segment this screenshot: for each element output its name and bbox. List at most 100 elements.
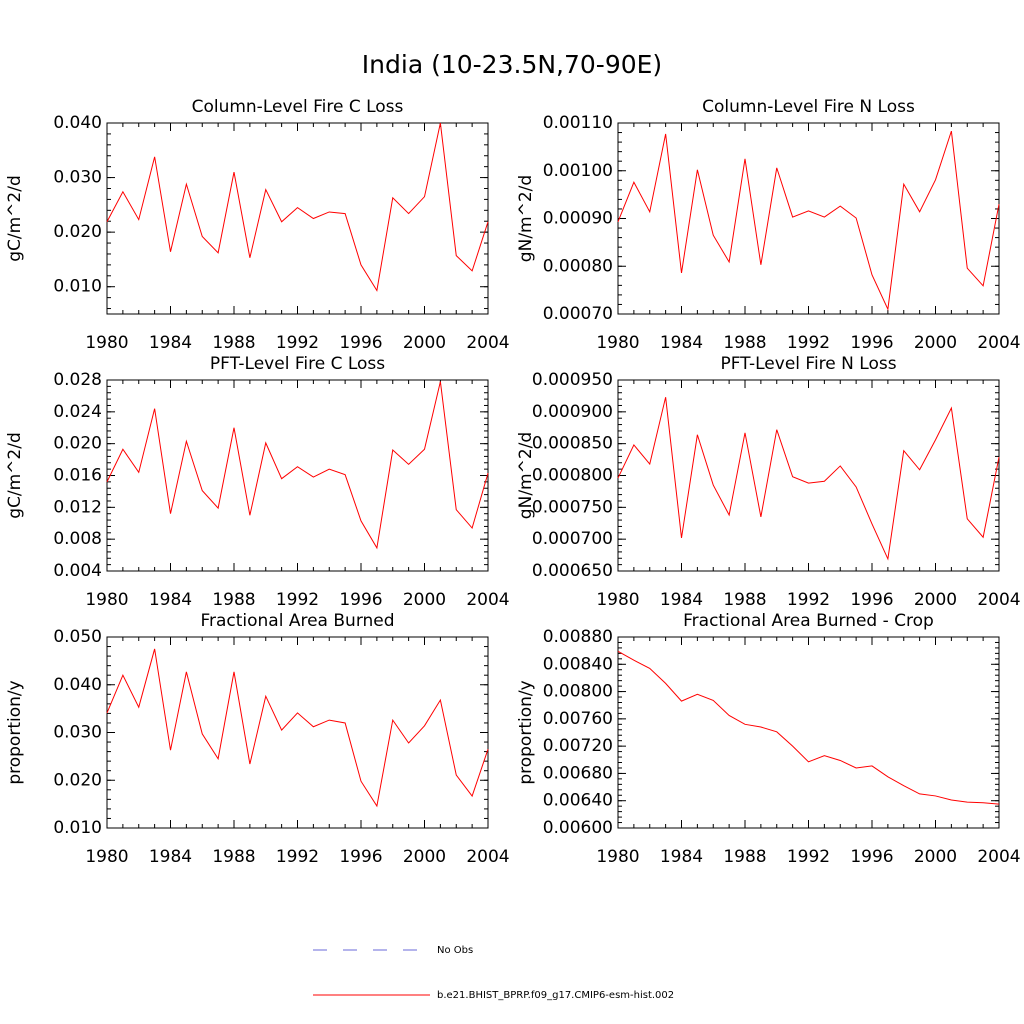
x-tick-label: 2004 <box>466 590 509 610</box>
y-tick-label: 0.010 <box>53 277 102 297</box>
legend-label: No Obs <box>437 945 473 956</box>
panel: Column-Level Fire N Loss gN/m^2/d 0.00070 0… <box>516 97 1021 353</box>
y-tick-label: 0.000750 <box>532 497 613 517</box>
y-axis-label: gC/m^2/d <box>5 432 25 519</box>
y-tick-label: 0.012 <box>53 497 102 517</box>
x-tick-label: 1992 <box>276 847 319 867</box>
y-tick-label: 0.030 <box>53 168 102 188</box>
x-tick-label: 1980 <box>85 847 128 867</box>
y-tick-label: 0.020 <box>53 434 102 454</box>
x-tick-label: 2000 <box>914 333 957 353</box>
x-tick-label: 2000 <box>914 590 957 610</box>
chart-title: PFT-Level Fire N Loss <box>720 354 896 374</box>
x-tick-label: 1996 <box>339 847 382 867</box>
y-tick-label: 0.010 <box>53 818 102 838</box>
y-tick-label: 0.030 <box>53 723 102 743</box>
x-tick-label: 2000 <box>403 590 446 610</box>
y-axis-label: gC/m^2/d <box>5 175 25 262</box>
x-tick-label: 1992 <box>787 847 830 867</box>
x-tick-label: 1996 <box>850 847 893 867</box>
x-tick-label: 1996 <box>850 590 893 610</box>
x-tick-label: 2004 <box>977 590 1020 610</box>
y-tick-label: 0.024 <box>53 402 102 422</box>
y-tick-label: 0.00110 <box>543 113 613 133</box>
x-tick-label: 1988 <box>212 847 255 867</box>
y-tick-label: 0.050 <box>53 627 102 647</box>
y-tick-label: 0.00760 <box>543 709 613 729</box>
data-line <box>106 648 489 808</box>
figure-title: India (10-23.5N,70-90E) <box>362 50 662 79</box>
y-tick-label: 0.00800 <box>543 682 613 702</box>
x-tick-label: 1984 <box>149 847 192 867</box>
y-tick-label: 0.016 <box>53 466 102 486</box>
chart-title: Fractional Area Burned <box>200 611 394 631</box>
x-tick-label: 1988 <box>723 847 766 867</box>
y-tick-label: 0.004 <box>53 561 102 581</box>
panel: Fractional Area Burned - Crop proportion/… <box>516 611 1021 867</box>
x-tick-label: 1984 <box>660 590 703 610</box>
y-axis-label: gN/m^2/d <box>516 175 536 262</box>
x-tick-label: 1980 <box>596 590 639 610</box>
y-tick-label: 0.00640 <box>543 791 613 811</box>
panel: PFT-Level Fire N Loss gN/m^2/d 0.000650 0.0… <box>516 354 1021 610</box>
panel: PFT-Level Fire C Loss gC/m^2/d 0.004 0.008 0… <box>5 354 510 610</box>
data-line <box>106 122 489 292</box>
x-tick-label: 1980 <box>85 590 128 610</box>
x-tick-label: 1996 <box>339 333 382 353</box>
y-tick-label: 0.000800 <box>532 466 613 486</box>
y-tick-label: 0.00100 <box>543 161 613 181</box>
x-tick-label: 1984 <box>149 590 192 610</box>
y-tick-label: 0.00720 <box>543 736 613 756</box>
x-tick-label: 2004 <box>977 333 1020 353</box>
data-line <box>617 397 1000 561</box>
y-tick-label: 0.00070 <box>543 304 613 324</box>
data-line <box>617 130 1000 312</box>
y-tick-label: 0.020 <box>53 222 102 242</box>
x-tick-label: 2000 <box>403 847 446 867</box>
x-tick-label: 1988 <box>723 590 766 610</box>
y-axis-label: gN/m^2/d <box>516 432 536 519</box>
y-tick-label: 0.000950 <box>532 370 613 390</box>
y-tick-label: 0.040 <box>53 113 102 133</box>
x-tick-label: 1992 <box>787 333 830 353</box>
y-tick-label: 0.00880 <box>543 627 613 647</box>
x-tick-label: 1984 <box>660 847 703 867</box>
data-line <box>617 650 1000 805</box>
y-tick-label: 0.020 <box>53 770 102 790</box>
x-tick-label: 1984 <box>149 333 192 353</box>
x-tick-label: 1992 <box>276 333 319 353</box>
y-tick-label: 0.028 <box>53 370 102 390</box>
x-tick-label: 1992 <box>787 590 830 610</box>
x-tick-label: 1996 <box>850 333 893 353</box>
y-tick-label: 0.000650 <box>532 561 613 581</box>
y-axis-label: proportion/y <box>516 680 536 784</box>
x-tick-label: 1980 <box>596 847 639 867</box>
x-tick-label: 1996 <box>339 590 382 610</box>
y-tick-label: 0.00600 <box>543 818 613 838</box>
x-tick-label: 1980 <box>85 333 128 353</box>
y-tick-label: 0.00840 <box>543 654 613 674</box>
chart-title: Fractional Area Burned - Crop <box>683 611 934 631</box>
panel: Column-Level Fire C Loss gC/m^2/d 0.010 0.0… <box>5 97 510 353</box>
legend-label: b.e21.BHIST_BPRP.f09_g17.CMIP6-esm-hist.… <box>437 990 674 1001</box>
y-tick-label: 0.00680 <box>543 763 613 783</box>
x-tick-label: 1988 <box>212 333 255 353</box>
x-tick-label: 1988 <box>212 590 255 610</box>
x-tick-label: 1980 <box>596 333 639 353</box>
x-tick-label: 2004 <box>466 333 509 353</box>
y-tick-label: 0.040 <box>53 675 102 695</box>
x-tick-label: 2000 <box>914 847 957 867</box>
x-tick-label: 2004 <box>466 847 509 867</box>
x-tick-label: 1988 <box>723 333 766 353</box>
chart-title: PFT-Level Fire C Loss <box>210 354 385 374</box>
y-tick-label: 0.000700 <box>532 529 613 549</box>
x-tick-label: 2000 <box>403 333 446 353</box>
x-tick-label: 2004 <box>977 847 1020 867</box>
chart-title: Column-Level Fire C Loss <box>192 97 404 117</box>
chart-title: Column-Level Fire N Loss <box>702 97 915 117</box>
y-tick-label: 0.008 <box>53 529 102 549</box>
y-tick-label: 0.000900 <box>532 402 613 422</box>
